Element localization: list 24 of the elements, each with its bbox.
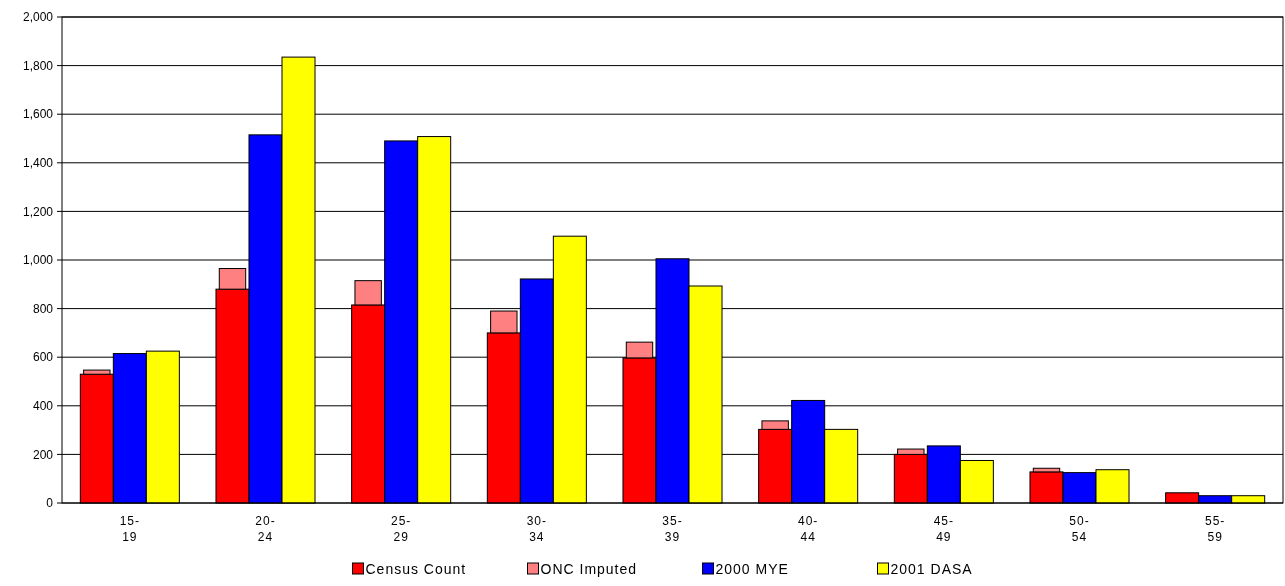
legend-label: 2000 MYE [715,561,789,577]
y-tick-label: 200 [32,447,54,462]
y-tick-label: 0 [46,496,54,511]
x-tick-label: 30-34 [526,514,548,544]
x-tick-label: 55-59 [1204,514,1226,544]
y-tick-label: 800 [32,301,54,316]
y-tick-label: 1,000 [22,253,54,268]
x-tick-label: 45-49 [933,514,955,544]
x-tick-label: 35-39 [662,514,683,544]
y-tick-label: 600 [32,350,54,365]
y-tick-label: 2,000 [22,10,54,25]
x-tick-label: 25-29 [390,514,412,544]
y-tick-label: 400 [32,399,54,413]
y-tick-label: 1,800 [22,58,54,73]
legend-label: ONC Imputed [540,561,638,577]
y-tick-label: 1,400 [22,156,54,170]
x-tick-label: 40-44 [797,514,819,544]
x-tick-label: 15-19 [119,514,141,544]
y-tick-label: 1,200 [22,204,54,219]
legend-label: 2001 DASA [890,561,973,577]
legend-label: Census Count [365,561,467,577]
y-tick-label: 1,600 [22,107,54,122]
x-tick-label: 50-54 [1069,514,1090,544]
x-tick-label: 20-24 [255,514,276,544]
